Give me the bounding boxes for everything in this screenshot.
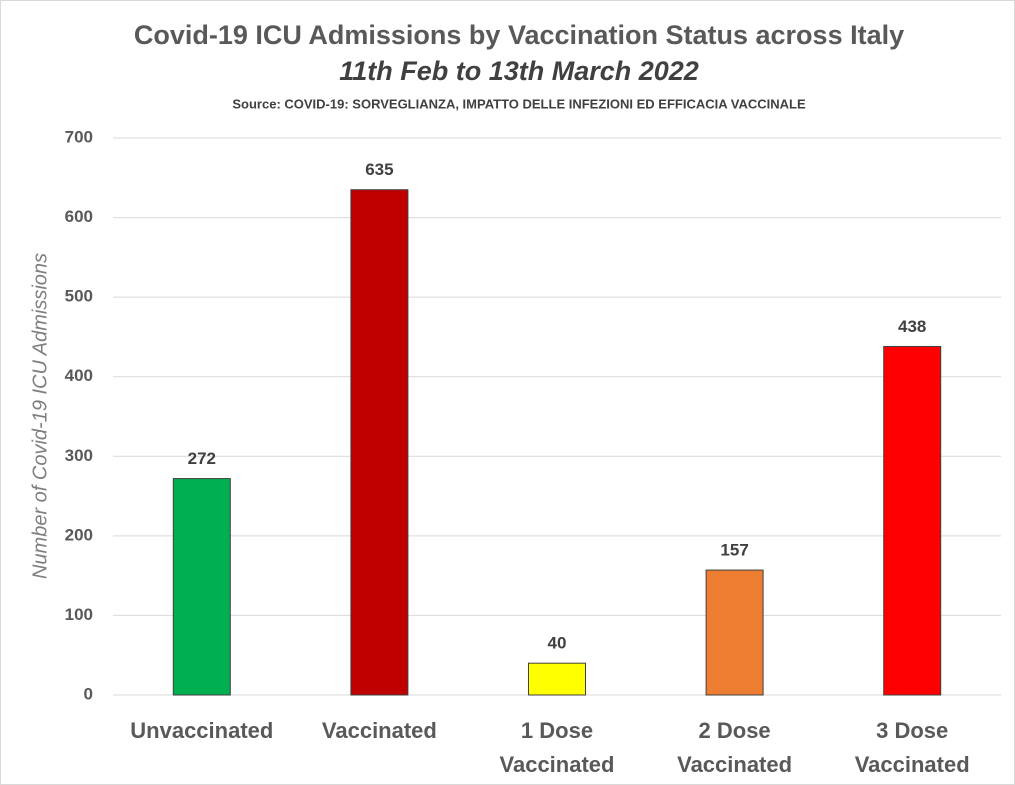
y-tick-label: 400 bbox=[65, 366, 93, 385]
y-tick-label: 500 bbox=[65, 287, 93, 306]
data-label: 40 bbox=[548, 634, 567, 653]
y-tick-label: 300 bbox=[65, 446, 93, 465]
x-tick-label: 2 Dose Vaccinated bbox=[677, 718, 793, 777]
y-tick-label: 0 bbox=[84, 684, 93, 703]
data-label: 438 bbox=[898, 317, 926, 336]
y-axis-label: Number of Covid-19 ICU Admissions bbox=[29, 253, 51, 579]
bar bbox=[350, 189, 409, 696]
y-tick-label: 600 bbox=[65, 207, 93, 226]
y-tick-label: 700 bbox=[65, 127, 93, 146]
chart-subtitle: 11th Feb to 13th March 2022 bbox=[339, 56, 699, 86]
data-label: 272 bbox=[188, 449, 216, 468]
bar bbox=[172, 478, 231, 696]
y-tick-label: 200 bbox=[65, 525, 93, 544]
y-tick-label: 100 bbox=[65, 605, 93, 624]
x-tick-label: Unvaccinated bbox=[130, 718, 274, 743]
chart-source: Source: COVID-19: SORVEGLIANZA, IMPATTO … bbox=[232, 96, 806, 111]
data-label: 635 bbox=[365, 160, 393, 179]
x-tick-label: 3 Dose Vaccinated bbox=[854, 718, 970, 777]
x-tick-label: 1 Dose Vaccinated bbox=[499, 718, 615, 777]
chart-title: Covid-19 ICU Admissions by Vaccination S… bbox=[134, 20, 904, 50]
bar bbox=[705, 569, 764, 696]
data-label: 157 bbox=[720, 541, 748, 560]
bar bbox=[528, 662, 586, 696]
bar bbox=[883, 345, 942, 696]
x-tick-label: Vaccinated bbox=[321, 718, 437, 743]
